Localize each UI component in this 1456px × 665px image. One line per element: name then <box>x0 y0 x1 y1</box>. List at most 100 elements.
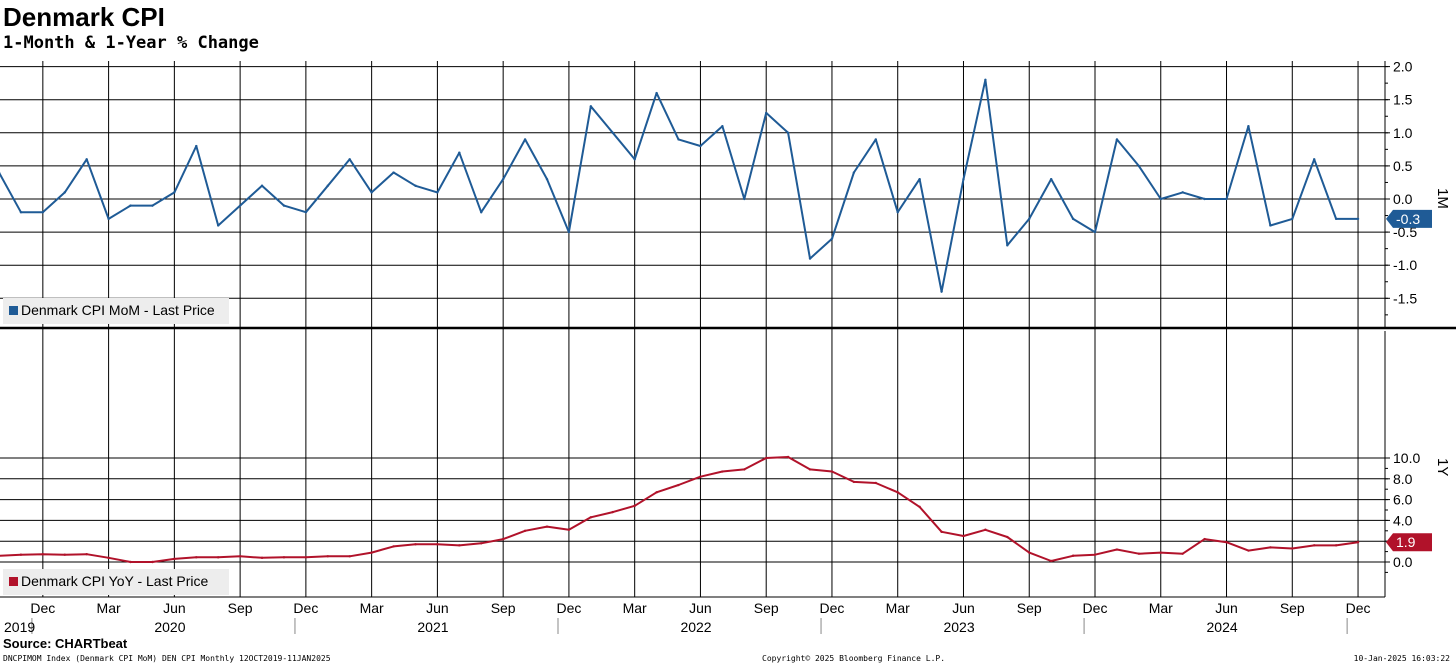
mom-point <box>85 158 88 161</box>
yoy-point <box>1269 546 1272 549</box>
yoy-point <box>1071 554 1075 557</box>
x-tick-label: Jun <box>426 600 449 616</box>
mom-point <box>480 211 483 214</box>
yoy-point <box>896 491 899 494</box>
mom-point <box>370 191 373 194</box>
yoy-point <box>765 456 768 460</box>
y-axis-title: 1Y <box>1434 458 1451 476</box>
mom-point <box>545 177 549 181</box>
y-tick-label: 2.0 <box>1393 59 1413 75</box>
mom-point <box>41 211 45 214</box>
last-value-label: -0.3 <box>1396 211 1420 227</box>
yoy-point <box>1028 551 1031 554</box>
yoy-point <box>1203 537 1206 541</box>
yoy-point <box>1225 541 1228 544</box>
mom-point <box>129 204 132 207</box>
legend-box <box>3 298 229 324</box>
mom-point <box>852 171 856 174</box>
x-tick-label: Jun <box>163 600 186 616</box>
yoy-point <box>1334 544 1338 547</box>
yoy-point <box>480 542 483 545</box>
yoy-point <box>151 560 154 564</box>
x-tick-label: Sep <box>491 600 516 616</box>
legend-swatch <box>9 306 18 315</box>
mom-point <box>633 158 636 161</box>
mom-point <box>282 204 286 207</box>
yoy-point <box>501 537 505 541</box>
chart-subtitle: 1-Month & 1-Year % Change <box>3 33 259 53</box>
mom-point <box>589 105 593 108</box>
yoy-point <box>304 556 308 559</box>
mom-point <box>918 177 921 181</box>
mom-point <box>523 138 527 141</box>
mom-point <box>1006 244 1009 247</box>
legend-label: Denmark CPI YoY - Last Price <box>21 573 208 589</box>
x-tick-label: Sep <box>228 600 253 616</box>
mom-point <box>808 257 812 260</box>
mom-series-line <box>0 78 1358 293</box>
y-axis-title: 1M <box>1434 188 1451 209</box>
y-tick-label: 6.0 <box>1393 492 1413 508</box>
yoy-point <box>41 553 45 556</box>
yoy-point <box>260 556 264 560</box>
yoy-point <box>523 529 527 532</box>
mom-point <box>1334 217 1338 221</box>
y-tick-label: 8.0 <box>1393 471 1413 487</box>
x-year-label: 2021 <box>417 619 448 635</box>
yoy-point <box>1313 544 1316 547</box>
mom-point <box>786 131 790 134</box>
y-tick-label: 0.5 <box>1393 158 1413 174</box>
yoy-point <box>1356 541 1360 544</box>
x-tick-label: Dec <box>820 600 845 616</box>
mom-point <box>238 204 242 207</box>
last-value-tag <box>1386 533 1432 552</box>
mom-point <box>1093 230 1097 234</box>
last-value-tag <box>1386 209 1432 228</box>
yoy-point <box>567 528 571 531</box>
mom-point <box>1049 177 1053 181</box>
yoy-point <box>1181 552 1184 555</box>
y-tick-label: 0.0 <box>1393 554 1413 570</box>
mom-point <box>326 184 329 187</box>
mom-point <box>1291 217 1294 221</box>
yoy-point <box>1115 548 1119 551</box>
yoy-point <box>326 555 329 558</box>
yoy-point <box>589 516 593 519</box>
mom-point <box>699 144 702 148</box>
yoy-point <box>348 555 351 558</box>
footer-timestamp: 10-Jan-2025 16:03:22 <box>1353 654 1450 663</box>
x-tick-label: Dec <box>30 600 55 616</box>
yoy-point <box>852 480 856 484</box>
mom-point <box>721 124 724 128</box>
mom-point <box>830 237 834 240</box>
yoy-point <box>808 468 812 471</box>
x-tick-label: Dec <box>1083 600 1108 616</box>
mom-point <box>984 78 987 82</box>
yoy-point <box>786 455 790 459</box>
yoy-point <box>699 475 702 478</box>
yoy-point <box>1247 549 1250 552</box>
x-tick-label: Dec <box>293 600 318 616</box>
yoy-point <box>436 543 439 546</box>
mom-point <box>19 211 23 214</box>
y-tick-label: -0.5 <box>1393 224 1417 240</box>
mom-point <box>1269 224 1272 227</box>
y-tick-label: 4.0 <box>1393 512 1413 528</box>
yoy-point <box>984 528 987 531</box>
yoy-point <box>743 468 746 471</box>
yoy-point <box>19 553 23 556</box>
yoy-point <box>370 551 373 554</box>
x-tick-label: Mar <box>97 600 121 616</box>
mom-point <box>1115 138 1119 141</box>
x-tick-label: Jun <box>1215 600 1238 616</box>
yoy-point <box>655 491 658 494</box>
mom-point <box>436 191 439 194</box>
mom-point <box>655 91 658 95</box>
grid-layer <box>0 61 1456 634</box>
yoy-point <box>677 483 680 487</box>
yoy-point <box>940 530 943 534</box>
y-tick-label: -1.5 <box>1393 290 1417 306</box>
x-tick-label: Mar <box>1149 600 1173 616</box>
last-value-label: 1.9 <box>1396 534 1416 550</box>
yoy-point <box>195 556 198 559</box>
